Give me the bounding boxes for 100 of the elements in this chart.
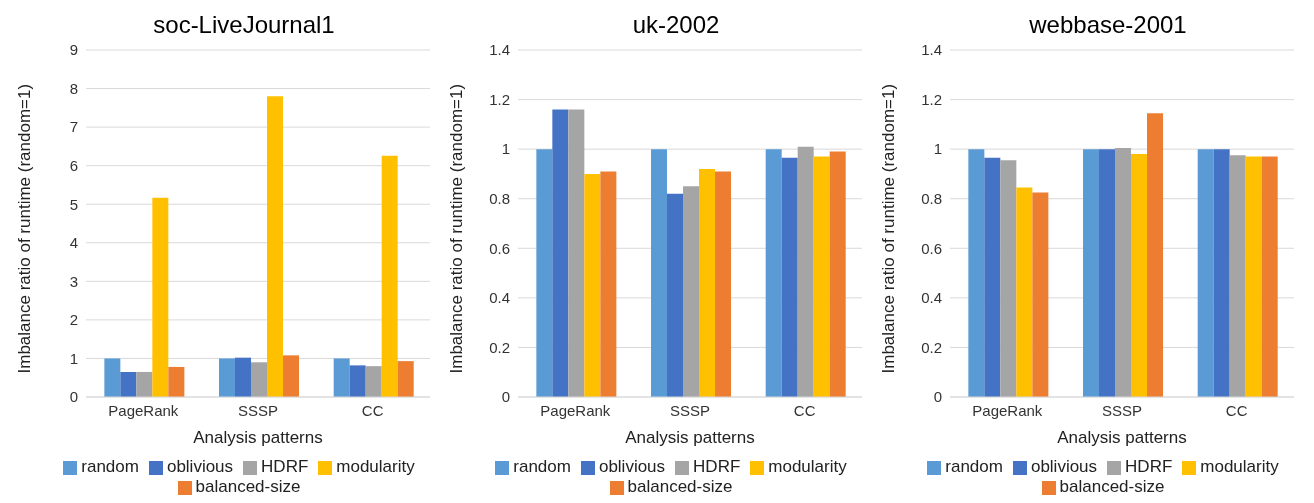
legend-label: modularity xyxy=(336,457,415,476)
y-tick-label: 6 xyxy=(69,156,78,174)
legend-label: modularity xyxy=(768,457,847,476)
y-tick-label: 5 xyxy=(69,195,78,213)
y-tick-label: 0.2 xyxy=(489,338,510,356)
bar xyxy=(251,362,268,397)
x-tick-label: PageRank xyxy=(540,401,611,419)
bar xyxy=(1213,149,1230,397)
y-tick-label: 0.6 xyxy=(489,239,510,257)
y-tick-label: 9 xyxy=(69,41,78,59)
legend-label: HDRF xyxy=(693,457,741,476)
bar xyxy=(1000,160,1017,397)
bar xyxy=(667,193,684,397)
bar xyxy=(267,96,284,397)
y-tick-label: 0.8 xyxy=(489,190,510,208)
bar xyxy=(235,357,252,397)
chart-title: webbase-2001 xyxy=(1028,10,1188,40)
bar xyxy=(1115,147,1132,397)
x-axis-title: Analysis patterns xyxy=(193,428,323,447)
y-tick-label: 1.4 xyxy=(489,41,510,59)
legend-label: random xyxy=(945,457,1003,476)
bar xyxy=(1016,187,1033,397)
bar xyxy=(1229,155,1246,397)
x-tick-label: CC xyxy=(1225,401,1248,419)
y-tick-label: 1.2 xyxy=(921,90,942,108)
y-tick-label: 0 xyxy=(69,388,78,406)
bar xyxy=(1197,149,1214,397)
legend-label: balanced-size xyxy=(627,477,733,496)
x-tick-label: SSSP xyxy=(237,401,279,419)
y-tick-label: 1 xyxy=(933,140,942,158)
y-axis-title: Imbalance ratio of runtime (random=1) xyxy=(879,83,899,374)
bar xyxy=(1261,156,1278,397)
x-axis-title: Analysis patterns xyxy=(625,428,755,447)
chart-title: uk-2002 xyxy=(631,10,721,40)
bar xyxy=(152,197,169,397)
bar xyxy=(568,109,585,397)
y-tick-label: 1 xyxy=(501,140,510,158)
bar xyxy=(397,361,414,397)
legend-label: modularity xyxy=(1200,457,1279,476)
bar xyxy=(219,358,236,397)
x-tick-label: CC xyxy=(793,401,816,419)
x-tick-label: SSSP xyxy=(669,401,711,419)
y-tick-label: 3 xyxy=(69,272,78,290)
bar xyxy=(600,171,617,397)
x-tick-label: PageRank xyxy=(108,401,179,419)
x-axis-title: Analysis patterns xyxy=(1057,428,1187,447)
bar xyxy=(1083,149,1100,397)
bar xyxy=(584,173,601,397)
y-tick-label: 8 xyxy=(69,79,78,97)
bar xyxy=(765,149,782,397)
x-tick-label: SSSP xyxy=(1101,401,1143,419)
chart-title: soc-LiveJournal1 xyxy=(152,10,336,40)
bar xyxy=(381,155,398,397)
bar xyxy=(699,168,716,397)
legend-label: oblivious xyxy=(598,457,666,476)
x-tick-label: PageRank xyxy=(972,401,1043,419)
bar xyxy=(1131,154,1148,397)
bar xyxy=(349,365,366,397)
bar xyxy=(333,358,350,397)
bar xyxy=(1147,113,1164,397)
bar xyxy=(104,358,121,397)
x-tick-label: CC xyxy=(361,401,384,419)
bar xyxy=(283,355,300,397)
y-tick-label: 0 xyxy=(933,388,942,406)
bar xyxy=(1245,156,1262,397)
bar xyxy=(781,157,798,397)
y-tick-label: 1.4 xyxy=(921,41,942,59)
bar xyxy=(651,149,668,397)
bar xyxy=(813,156,830,397)
bar xyxy=(715,171,732,397)
legend-label: oblivious xyxy=(166,457,234,476)
bar xyxy=(365,366,382,397)
bar xyxy=(1099,149,1116,397)
legend-label: oblivious xyxy=(1030,457,1098,476)
bar xyxy=(984,157,1001,397)
bar xyxy=(536,149,553,397)
y-tick-label: 0 xyxy=(501,388,510,406)
y-tick-label: 1 xyxy=(69,349,78,367)
bar xyxy=(968,149,985,397)
bar xyxy=(552,109,569,397)
legend-label: balanced-size xyxy=(1059,477,1165,496)
bar xyxy=(168,366,185,397)
y-tick-label: 0.2 xyxy=(921,338,942,356)
y-tick-label: 0.8 xyxy=(921,190,942,208)
legend-label: random xyxy=(513,457,571,476)
y-tick-label: 1.2 xyxy=(489,90,510,108)
legend-label: HDRF xyxy=(1125,457,1173,476)
y-axis-title: Imbalance ratio of runtime (random=1) xyxy=(15,83,35,374)
y-tick-label: 0.4 xyxy=(921,289,942,307)
legend-label: HDRF xyxy=(261,457,309,476)
legend-label: balanced-size xyxy=(195,477,301,496)
y-tick-label: 0.4 xyxy=(489,289,510,307)
bar xyxy=(120,371,137,397)
bar xyxy=(797,146,814,397)
bar xyxy=(136,371,153,397)
bar xyxy=(829,151,846,397)
legend-label: random xyxy=(81,457,139,476)
y-tick-label: 7 xyxy=(69,118,78,136)
y-tick-label: 0.6 xyxy=(921,239,942,257)
y-tick-label: 2 xyxy=(69,311,78,329)
